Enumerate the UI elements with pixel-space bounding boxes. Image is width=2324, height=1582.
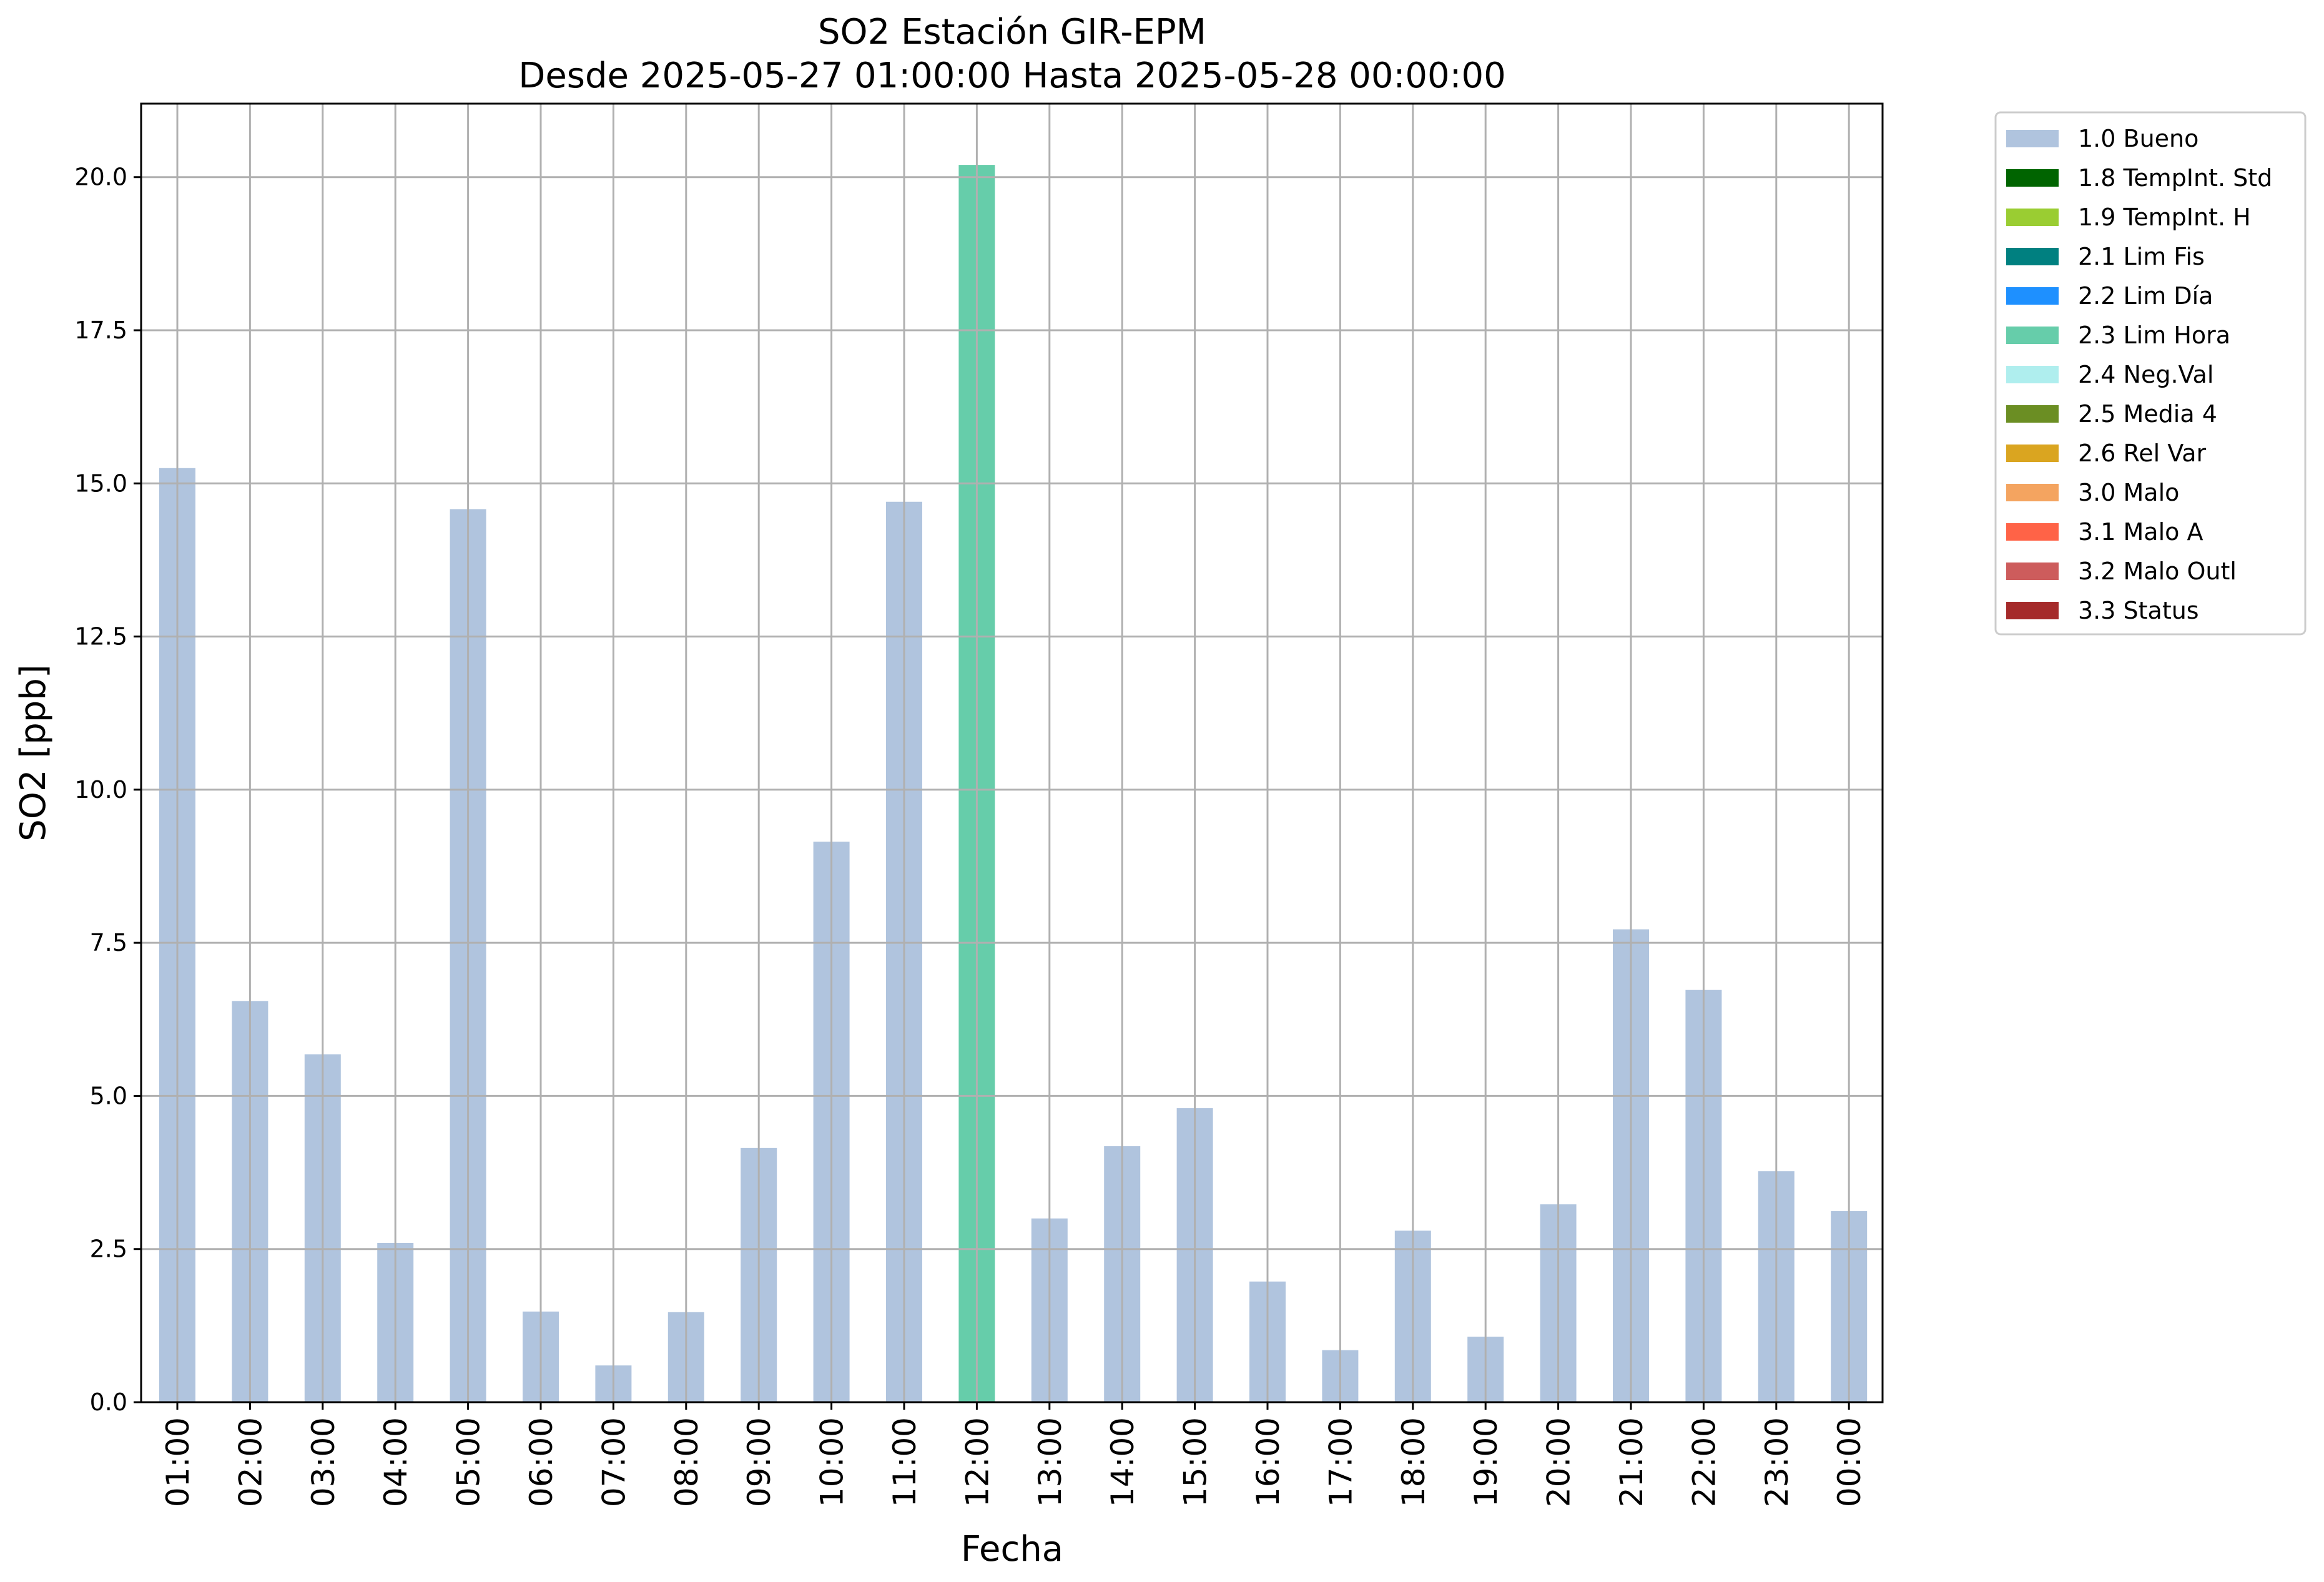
x-tick-label: 03:00 (305, 1417, 342, 1507)
x-tick-label: 01:00 (160, 1417, 196, 1507)
y-tick-label: 5.0 (90, 1082, 127, 1109)
chart-title: SO2 Estación GIR-EPM (818, 12, 1206, 52)
legend-swatch (2006, 130, 2059, 147)
x-tick-label: 22:00 (1686, 1417, 1722, 1507)
legend-label: 1.8 TempInt. Std (2078, 164, 2272, 192)
y-tick-label: 15.0 (74, 469, 127, 497)
x-axis-label: Fecha (961, 1529, 1063, 1570)
x-tick-label: 00:00 (1831, 1417, 1868, 1507)
x-tick-label: 18:00 (1396, 1417, 1432, 1507)
y-tick-label: 20.0 (74, 164, 127, 191)
x-tick-label: 17:00 (1322, 1417, 1359, 1507)
x-tick-label: 07:00 (596, 1417, 632, 1507)
legend-label: 3.1 Malo A (2078, 518, 2203, 546)
legend-label: 2.4 Neg.Val (2078, 361, 2213, 388)
y-tick-label: 17.5 (74, 317, 127, 344)
x-tick-label: 21:00 (1613, 1417, 1650, 1507)
legend-label: 2.1 Lim Fis (2078, 243, 2205, 270)
plot-frame (140, 102, 1884, 1403)
y-tick-label: 12.5 (74, 623, 127, 651)
legend-swatch (2006, 484, 2059, 501)
y-tick-label: 7.5 (90, 929, 127, 956)
x-tick-label: 19:00 (1468, 1417, 1504, 1507)
legend: 1.0 Bueno 1.8 TempInt. Std 1.9 TempInt. H 2… (1994, 111, 2307, 636)
y-axis-label: SO2 [ppb] (13, 664, 54, 841)
legend-swatch (2006, 523, 2059, 541)
y-tick-label: 10.0 (74, 776, 127, 803)
legend-swatch (2006, 327, 2059, 344)
x-tick-label: 08:00 (669, 1417, 705, 1507)
x-tick-label: 12:00 (959, 1417, 995, 1507)
x-tick-label: 09:00 (741, 1417, 777, 1507)
x-tick-label: 10:00 (814, 1417, 850, 1507)
legend-swatch (2006, 602, 2059, 619)
legend-label: 3.0 Malo (2078, 479, 2179, 506)
legend-label: 2.5 Media 4 (2078, 400, 2217, 428)
x-tick-label: 13:00 (1032, 1417, 1068, 1507)
x-tick-label: 06:00 (523, 1417, 559, 1507)
legend-swatch (2006, 563, 2059, 580)
x-tick-label: 11:00 (887, 1417, 923, 1507)
x-tick-label: 05:00 (451, 1417, 487, 1507)
legend-swatch (2006, 169, 2059, 187)
y-tick-label: 2.5 (90, 1236, 127, 1263)
legend-swatch (2006, 445, 2059, 462)
x-axis-ticks: 01:00 02:00 03:00 04:00 05:00 06:00 07:00 08:00… (160, 1402, 1868, 1507)
legend-label: 3.3 Status (2078, 597, 2199, 624)
legend-label: 1.9 TempInt. H (2078, 204, 2251, 231)
legend-label: 2.3 Lim Hora (2078, 322, 2230, 349)
x-tick-label: 16:00 (1250, 1417, 1286, 1507)
legend-label: 2.6 Rel Var (2078, 440, 2207, 467)
legend-label: 2.2 Lim Día (2078, 282, 2213, 310)
legend-swatch (2006, 287, 2059, 305)
x-tick-label: 20:00 (1541, 1417, 1577, 1507)
legend-frame (1994, 111, 2307, 636)
x-tick-label: 02:00 (232, 1417, 268, 1507)
x-tick-label: 14:00 (1105, 1417, 1141, 1507)
legend-swatch (2006, 405, 2059, 423)
legend-swatch (2006, 248, 2059, 265)
y-tick-label: 0.0 (90, 1388, 127, 1416)
x-tick-label: 15:00 (1178, 1417, 1214, 1507)
x-tick-label: 04:00 (378, 1417, 414, 1507)
bars (159, 165, 1868, 1402)
y-axis-ticks: 0.0 2.5 5.0 7.5 10.0 12.5 15.0 17.5 20.0 (74, 164, 141, 1416)
chart-subtitle: Desde 2025-05-27 01:00:00 Hasta 2025-05-… (518, 56, 1506, 96)
x-tick-label: 23:00 (1759, 1417, 1795, 1507)
grid-lines (141, 104, 1883, 1403)
legend-label: 1.0 Bueno (2078, 125, 2198, 152)
legend-label: 3.2 Malo Outl (2078, 558, 2237, 585)
legend-swatch (2006, 209, 2059, 226)
legend-swatch (2006, 366, 2059, 383)
